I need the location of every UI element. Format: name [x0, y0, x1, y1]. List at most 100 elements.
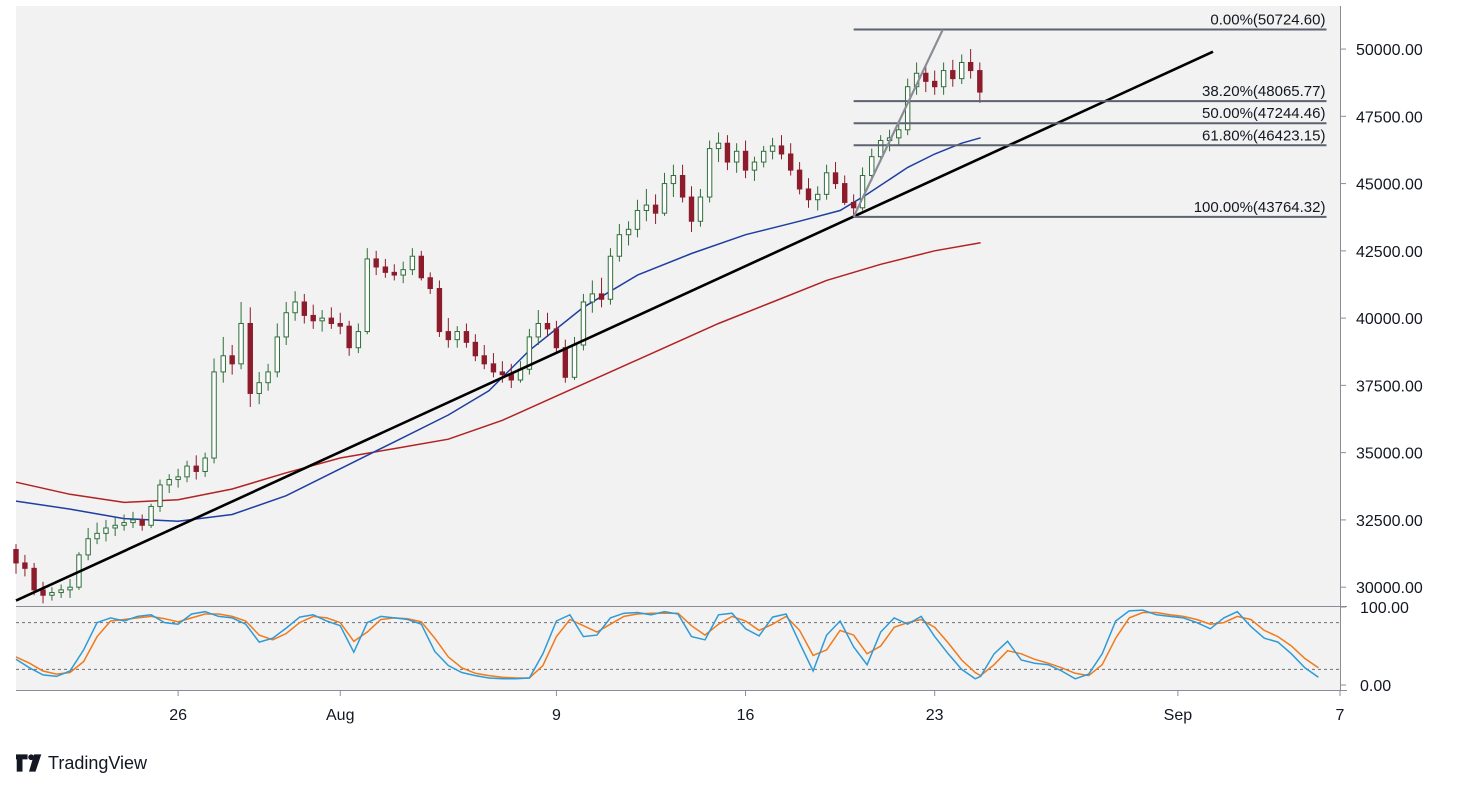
candle-body — [202, 457, 208, 472]
time-tick-label: Sep — [1164, 707, 1193, 724]
candle-body — [688, 196, 695, 222]
candle-body — [751, 161, 758, 171]
candle-body — [977, 70, 983, 93]
price-tick-label: 32500.00 — [1356, 513, 1423, 530]
candle-body — [697, 196, 704, 222]
stochastic-k-line — [15, 609, 1319, 680]
candle-body — [121, 522, 127, 526]
candle-body — [139, 519, 145, 526]
candle-body — [229, 355, 235, 365]
time-axis: 26 Aug 9 16 23 Sep 7 — [169, 690, 1345, 724]
candle-body — [40, 589, 46, 596]
candle-body — [499, 371, 506, 376]
candle-body — [31, 567, 37, 591]
candle-body — [535, 322, 542, 338]
candle-body — [842, 183, 848, 203]
candle-body — [670, 175, 677, 185]
candle-body — [436, 288, 443, 333]
fib-level-label: 50.00%(47244.46) — [1202, 105, 1325, 122]
candle-body — [184, 465, 190, 478]
candle-body — [661, 183, 668, 214]
candle-body — [544, 322, 551, 330]
fib-level-label: 61.80%(46423.15) — [1202, 127, 1325, 144]
time-tick-label: Aug — [326, 707, 354, 724]
candle-body — [923, 72, 929, 82]
candle-body — [328, 317, 335, 324]
fib-level-label: 38.20%(48065.77) — [1202, 83, 1325, 100]
price-tick-label: 50000.00 — [1356, 42, 1423, 59]
time-tick-label: 9 — [552, 707, 561, 724]
candle-body — [616, 234, 623, 257]
candle-body — [553, 328, 560, 349]
candle-body — [742, 150, 749, 171]
price-tick-label: 42500.00 — [1356, 244, 1423, 261]
price-panel-background — [16, 6, 1340, 606]
candle-body — [94, 532, 100, 540]
time-tick-label: 23 — [926, 707, 944, 724]
candle-body — [967, 62, 974, 72]
candle-body — [715, 142, 722, 150]
candle-body — [220, 355, 226, 373]
candle-body — [355, 331, 362, 349]
candle-body — [265, 371, 271, 384]
time-tick-label: 16 — [737, 707, 755, 724]
candle-body — [931, 80, 938, 88]
candle-body — [896, 129, 902, 139]
stochastic-axis: 0.00 100.00 — [1340, 600, 1409, 695]
candle-body — [472, 341, 479, 357]
candle-body — [571, 344, 578, 378]
candle-body — [301, 301, 308, 316]
candle-body — [58, 589, 64, 594]
candle-body — [238, 322, 244, 365]
candle-body — [634, 209, 641, 230]
candle-body — [382, 266, 389, 273]
stochastic-bands — [16, 622, 1340, 670]
candle-body — [112, 524, 118, 529]
candle-body — [778, 145, 785, 155]
stochastic-tick-label: 0.00 — [1360, 678, 1391, 695]
candle-body — [796, 169, 803, 190]
candle-body — [463, 331, 470, 343]
brand[interactable]: TradingView — [16, 752, 147, 774]
price-tick-label: 45000.00 — [1356, 177, 1423, 194]
candle-body — [733, 150, 740, 163]
candle-body — [193, 465, 199, 472]
candle-body — [157, 484, 163, 507]
candle-body — [625, 228, 632, 236]
candle-body — [103, 527, 109, 534]
candle-body — [400, 269, 406, 276]
candle-body — [706, 148, 713, 198]
price-tick-label: 37500.00 — [1356, 378, 1423, 395]
candle-body — [679, 175, 686, 198]
tradingview-logo-icon — [16, 754, 42, 772]
trendline — [15, 50, 1214, 602]
time-tick-label: 26 — [169, 707, 187, 724]
candle-body — [130, 519, 136, 524]
candle-body — [580, 301, 587, 346]
fib-level-label: 100.00%(43764.32) — [1194, 199, 1326, 216]
candle-body — [877, 140, 884, 158]
candle-body — [247, 322, 253, 394]
candle-body — [769, 145, 776, 152]
candle-body — [643, 204, 650, 211]
brand-name: TradingView — [48, 752, 148, 773]
candle-body — [959, 62, 965, 80]
candle-body — [454, 331, 460, 341]
candle-body — [256, 382, 262, 394]
price-tick-label: 40000.00 — [1356, 311, 1423, 328]
candle-body — [526, 336, 533, 370]
price-tick-label: 35000.00 — [1356, 446, 1423, 463]
candle-body — [283, 312, 289, 338]
stochastic-oscillator — [15, 609, 1319, 680]
candle-body — [148, 505, 154, 526]
fib-swing-line — [852, 29, 944, 218]
candle-body — [292, 301, 298, 314]
trendline-layer — [15, 50, 1214, 602]
candle-body — [166, 479, 172, 486]
candle-body — [724, 142, 731, 163]
candle-body — [22, 562, 28, 569]
candle-body — [409, 255, 416, 271]
candle-body — [346, 325, 352, 349]
fib-level-label: 0.00%(50724.60) — [1210, 12, 1325, 29]
